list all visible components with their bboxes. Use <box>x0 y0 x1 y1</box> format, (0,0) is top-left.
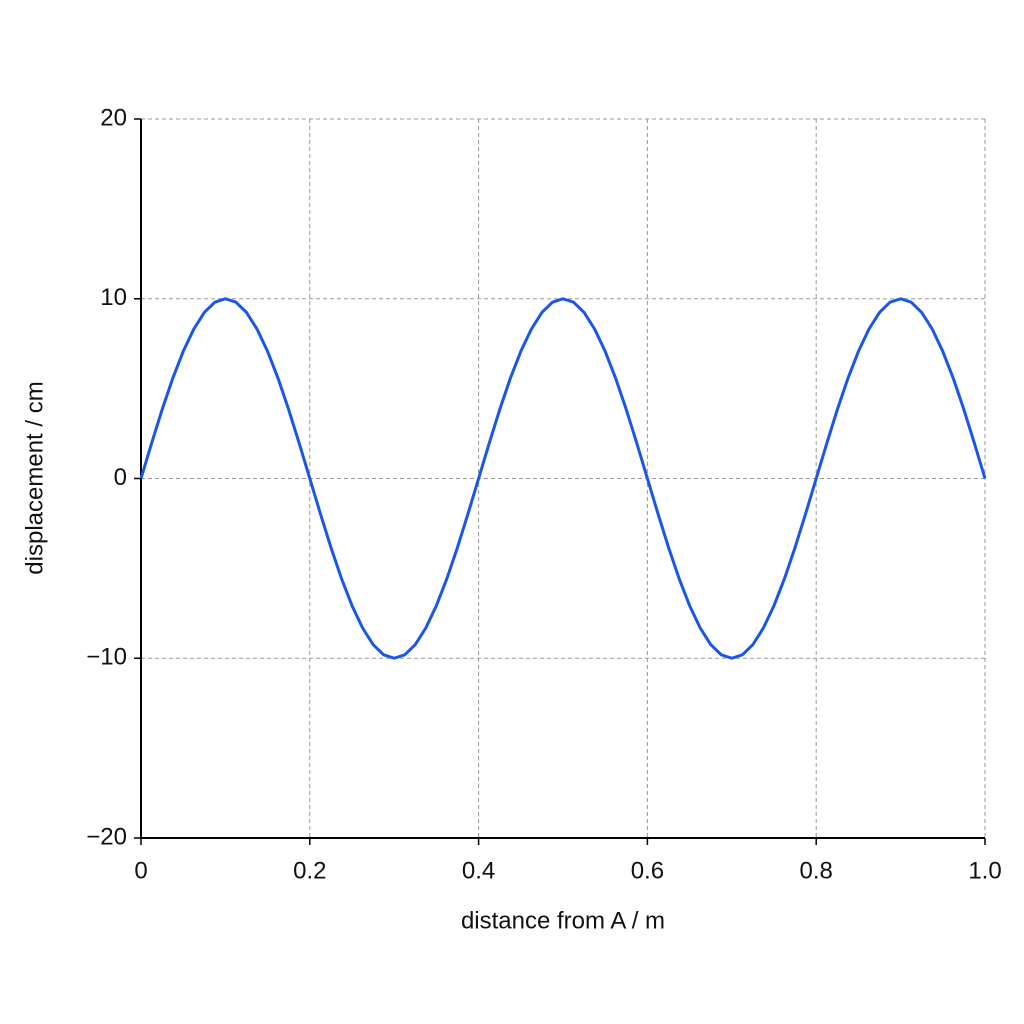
y-tick-label: 10 <box>100 284 127 311</box>
x-axis-label: distance from A / m <box>461 907 665 934</box>
x-tick-label: 1.0 <box>968 857 1001 884</box>
y-tick-label: −10 <box>86 644 127 671</box>
x-tick-label: 0.8 <box>800 857 833 884</box>
data-line <box>139 297 987 660</box>
x-tick-label: 0.2 <box>293 857 326 884</box>
y-axis-label: displacement / cm <box>21 381 48 574</box>
x-tick-label: 0.4 <box>462 857 495 884</box>
y-tick-label: −20 <box>86 823 127 850</box>
y-tick-label: 20 <box>100 104 127 131</box>
x-tick-label: 0.6 <box>631 857 664 884</box>
y-tick-label: 0 <box>114 464 127 491</box>
x-tick-label: 0 <box>134 857 147 884</box>
